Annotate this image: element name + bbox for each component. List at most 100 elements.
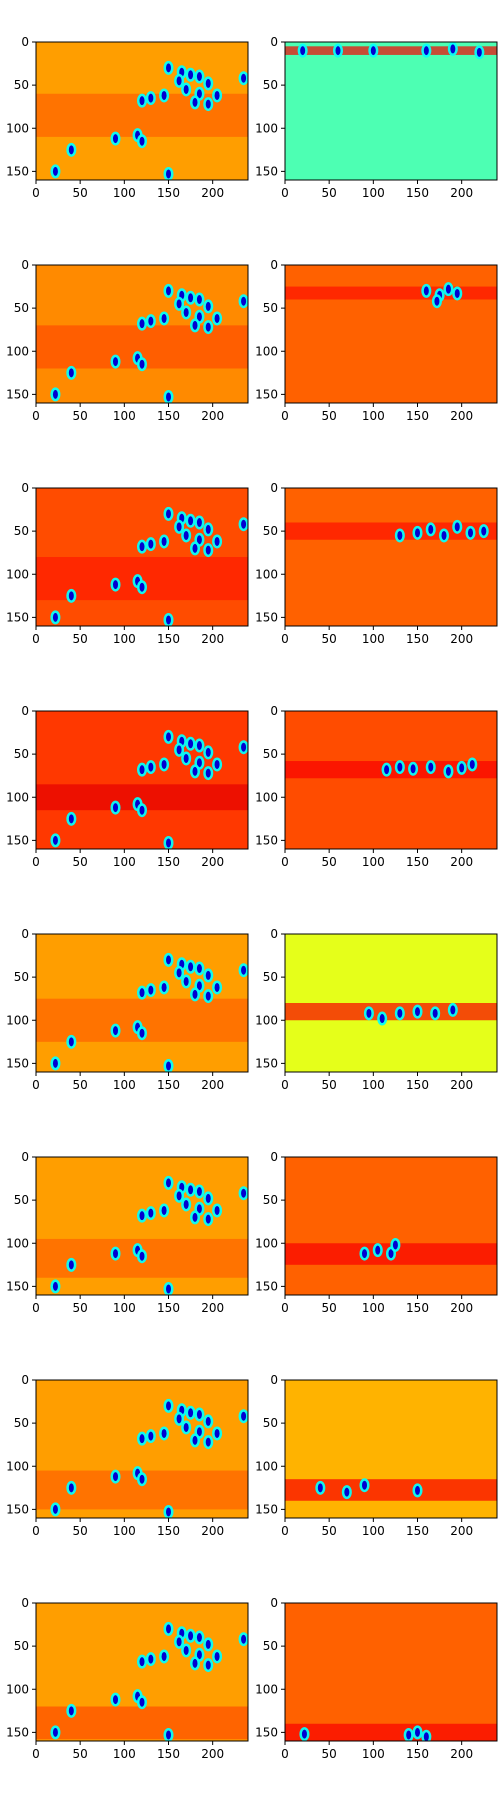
heatmap-blob-core <box>205 301 211 311</box>
heatmap-blob-core <box>205 991 211 1001</box>
x-tick-label: 200 <box>201 1301 224 1315</box>
heatmap-blob-core <box>214 1428 220 1438</box>
y-tick-label: 150 <box>6 610 29 624</box>
heatmap-blob-core <box>454 288 460 298</box>
y-tick-label: 50 <box>263 78 278 92</box>
heatmap-blob-core <box>139 319 145 329</box>
heatmap-blob-core <box>415 1727 420 1737</box>
heatmap-blob-core <box>379 1014 385 1024</box>
heatmap-blob-core <box>192 766 198 776</box>
y-tick-label: 150 <box>255 1279 278 1293</box>
x-tick-label: 200 <box>450 632 473 646</box>
heatmap-blob-core <box>370 46 376 56</box>
heatmap-blob-core <box>188 70 194 80</box>
heatmap-blob-core <box>196 981 202 991</box>
x-tick-label: 100 <box>113 1747 136 1761</box>
y-tick-label: 150 <box>6 164 29 178</box>
y-tick-label: 0 <box>21 927 29 941</box>
heatmap-image <box>285 488 497 626</box>
y-tick-label: 100 <box>255 344 278 358</box>
axes-frame <box>284 487 498 627</box>
y-tick-label: 0 <box>21 481 29 495</box>
heatmap-image <box>285 42 497 180</box>
x-tick-label: 150 <box>406 632 429 646</box>
heatmap-image <box>285 1157 497 1295</box>
heatmap-blob-core <box>113 134 118 144</box>
y-tick-label: 150 <box>255 387 278 401</box>
heatmap-blob-core <box>68 1706 74 1716</box>
y-tick-label: 100 <box>6 1013 29 1027</box>
y-tick-label: 150 <box>6 1056 29 1070</box>
heatmap-blob-core <box>205 1214 211 1224</box>
x-tick-label: 100 <box>362 855 385 869</box>
heatmap-band <box>285 1003 497 1021</box>
heatmap-band <box>285 286 497 300</box>
heatmap-blob-core <box>366 1008 372 1018</box>
y-tick-label: 0 <box>270 258 278 272</box>
heatmap-blob-core <box>476 47 482 57</box>
heatmap-blob-core <box>139 136 145 146</box>
heatmap-blob-core <box>139 1434 145 1444</box>
heatmap-blob-core <box>362 1249 367 1259</box>
axes-frame <box>284 1602 498 1742</box>
heatmap-blob-core <box>241 742 247 752</box>
y-tick-label: 50 <box>263 970 278 984</box>
heatmap-blob-core <box>166 1401 171 1411</box>
x-tick-label: 100 <box>113 632 136 646</box>
heatmap-blob-core <box>196 535 202 545</box>
y-tick-label: 100 <box>6 790 29 804</box>
heatmap-blob-core <box>113 580 118 590</box>
y-tick-label: 100 <box>6 1682 29 1696</box>
axes-frame <box>284 1379 498 1519</box>
heatmap-blob-core <box>148 1431 154 1441</box>
y-tick-label: 150 <box>6 1725 29 1739</box>
axes-frame <box>35 1379 249 1519</box>
y-tick-label: 50 <box>263 1193 278 1207</box>
heatmap-blob-core <box>196 312 202 322</box>
heatmap-blob-core <box>166 1284 171 1294</box>
heatmap-image <box>36 488 248 626</box>
heatmap-blob-core <box>241 519 247 529</box>
x-tick-label: 50 <box>322 855 337 869</box>
heatmap-blob-core <box>166 955 171 965</box>
axes-frame <box>35 1156 249 1296</box>
x-tick-label: 0 <box>32 409 40 423</box>
x-tick-label: 150 <box>157 1524 180 1538</box>
x-tick-label: 150 <box>157 1747 180 1761</box>
heatmap-blob-core <box>241 1411 247 1421</box>
heatmap-blob-core <box>176 1414 182 1424</box>
heatmap-image <box>36 1157 248 1295</box>
heatmap-blob-core <box>214 90 220 100</box>
heatmap-blob-core <box>176 522 182 532</box>
heatmap-blob-core <box>68 1260 74 1270</box>
x-tick-label: 200 <box>450 186 473 200</box>
x-tick-label: 200 <box>201 409 224 423</box>
heatmap-blob-core <box>161 90 167 100</box>
heatmap-blob-core <box>52 166 58 176</box>
heatmap-blob-core <box>183 1645 189 1655</box>
heatmap-blob-core <box>166 286 171 296</box>
heatmap-blob-core <box>205 970 211 980</box>
heatmap-blob-core <box>415 528 420 538</box>
heatmap-blob-core <box>166 169 171 179</box>
y-tick-label: 150 <box>6 387 29 401</box>
axes-frame <box>284 264 498 404</box>
y-tick-label: 0 <box>21 258 29 272</box>
x-tick-label: 50 <box>73 632 88 646</box>
x-tick-label: 150 <box>406 1524 429 1538</box>
subplot-r7-c0: 0 50 100 150 200 0 50 100 150 <box>6 1596 249 1761</box>
heatmap-blob-core <box>196 758 202 768</box>
y-tick-label: 0 <box>270 481 278 495</box>
subplot-r0-c1: 0 50 100 150 200 0 50 100 150 <box>255 35 498 200</box>
heatmap-blob-core <box>188 516 194 526</box>
heatmap-blob-core <box>148 762 154 772</box>
y-tick-label: 100 <box>6 121 29 135</box>
axes-frame <box>284 933 498 1073</box>
x-tick-label: 150 <box>157 186 180 200</box>
heatmap-blob-core <box>196 741 202 750</box>
x-tick-label: 50 <box>322 632 337 646</box>
heatmap-blob-core <box>68 145 74 155</box>
heatmap-blob-core <box>139 1028 145 1038</box>
heatmap-blob-core <box>214 1205 220 1215</box>
